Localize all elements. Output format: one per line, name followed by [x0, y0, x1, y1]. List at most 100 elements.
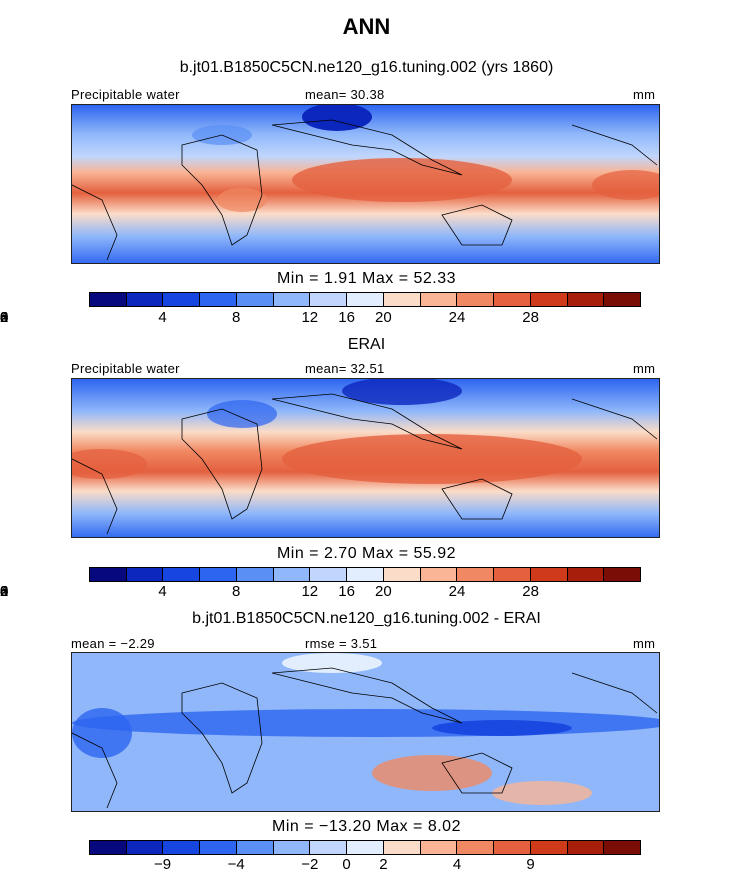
colorbar-swatch: [273, 841, 311, 854]
colorbar-swatch: [347, 293, 384, 306]
colorbar-tick-label: 44: [0, 309, 9, 326]
colorbar-swatch: [126, 568, 164, 581]
colorbar-tick-label: 8: [232, 309, 241, 326]
panel-2-mean-label: mean= 32.51: [305, 361, 385, 376]
colorbar-swatch: [530, 568, 568, 581]
colorbar-swatch: [494, 293, 531, 306]
colorbar-tick-label: 48: [0, 583, 9, 600]
colorbar-tick-label: 52: [0, 309, 9, 326]
colorbar-swatch: [90, 841, 127, 854]
panel-3-rmse-label: rmse = 3.51: [305, 636, 378, 651]
colorbar-swatch: [236, 841, 274, 854]
colorbar-swatch: [310, 841, 348, 854]
colorbar-tick-label: 36: [0, 309, 9, 326]
colorbar-swatch: [530, 293, 568, 306]
colorbar-tick-label: 24: [448, 583, 466, 600]
colorbar-swatch: [383, 841, 421, 854]
colorbar-tick-label: 60: [0, 583, 9, 600]
colorbar-tick-label: 48: [0, 309, 9, 326]
colorbar-tick-label: −2: [301, 856, 319, 873]
colorbar-swatch: [90, 568, 127, 581]
colorbar-tick-label: 4: [158, 309, 167, 326]
colorbar-swatch: [420, 293, 458, 306]
panel-1-mean-label: mean= 30.38: [305, 87, 385, 102]
colorbar-swatch: [604, 841, 641, 854]
colorbar-tick-label: −9: [154, 856, 172, 873]
panel-2-field-label: Precipitable water: [71, 361, 180, 376]
colorbar-swatch: [200, 841, 237, 854]
colorbar-swatch: [494, 568, 531, 581]
panel-1-units-label: mm: [633, 87, 656, 102]
colorbar-tick-label: 36: [0, 583, 9, 600]
panel-3-subtitle: b.jt01.B1850C5CN.ne120_g16.tuning.002 - …: [192, 610, 541, 627]
colorbar-swatch: [567, 293, 605, 306]
colorbar-swatch: [163, 568, 201, 581]
panel-1-map: [71, 104, 660, 264]
colorbar-swatch: [310, 568, 348, 581]
colorbar-tick-label: 28: [522, 309, 539, 326]
panel-2-minmax: Min = 2.70 Max = 55.92: [276, 545, 457, 562]
colorbar-swatch: [383, 568, 421, 581]
colorbar-swatch: [273, 568, 311, 581]
panel-3-map: [71, 652, 660, 812]
colorbar-tick-label: 12: [301, 583, 319, 600]
colorbar-tick-label: 56: [0, 583, 9, 600]
colorbar-swatch: [236, 568, 274, 581]
colorbar-tick-label: 56: [0, 309, 9, 326]
colorbar-swatch: [457, 293, 495, 306]
colorbar-swatch: [310, 293, 348, 306]
colorbar-tick-label: 52: [0, 583, 9, 600]
colorbar-tick-label: 44: [0, 583, 9, 600]
colorbar-tick-label: −4: [227, 856, 245, 873]
colorbar-tick-label: 20: [375, 309, 392, 326]
colorbar-tick-label: 0: [342, 856, 351, 873]
colorbar-swatch: [163, 841, 201, 854]
colorbar-tick-label: 12: [301, 309, 319, 326]
colorbar-swatch: [163, 293, 201, 306]
colorbar-tick-label: 9: [526, 856, 535, 873]
panel-2-colorbar: [89, 567, 641, 582]
colorbar-swatch: [383, 293, 421, 306]
colorbar-tick-label: 28: [522, 583, 539, 600]
colorbar-swatch: [494, 841, 531, 854]
colorbar-swatch: [604, 293, 641, 306]
colorbar-swatch: [200, 293, 237, 306]
colorbar-tick-label: 8: [232, 583, 241, 600]
colorbar-tick-label: 60: [0, 309, 9, 326]
colorbar-swatch: [273, 293, 311, 306]
colorbar-swatch: [604, 568, 641, 581]
colorbar-swatch: [347, 841, 384, 854]
colorbar-tick-label: 16: [338, 309, 355, 326]
colorbar-swatch: [457, 568, 495, 581]
colorbar-tick-label: 2: [379, 856, 388, 873]
colorbar-swatch: [126, 293, 164, 306]
panel-1-field-label: Precipitable water: [71, 87, 180, 102]
colorbar-tick-label: 4: [452, 856, 462, 873]
panel-3-mean-label: mean = −2.29: [71, 636, 155, 651]
colorbar-tick-label: 16: [338, 583, 355, 600]
panel-1-subtitle: b.jt01.B1850C5CN.ne120_g16.tuning.002 (y…: [179, 59, 554, 76]
colorbar-swatch: [90, 293, 127, 306]
colorbar-swatch: [530, 841, 568, 854]
panel-2-map: [71, 378, 660, 538]
colorbar-tick-label: 32: [0, 309, 9, 326]
colorbar-tick-label: 40: [0, 583, 9, 600]
panel-2-subtitle: ERAI: [347, 336, 386, 353]
colorbar-swatch: [457, 841, 495, 854]
colorbar-swatch: [126, 841, 164, 854]
colorbar-swatch: [420, 568, 458, 581]
colorbar-swatch: [567, 841, 605, 854]
colorbar-swatch: [347, 568, 384, 581]
panel-1-minmax: Min = 1.91 Max = 52.33: [276, 270, 457, 287]
colorbar-tick-label: 4: [158, 583, 167, 600]
panel-3-colorbar: [89, 840, 641, 855]
colorbar-swatch: [200, 568, 237, 581]
panel-3-units-label: mm: [633, 636, 656, 651]
panel-1-colorbar: [89, 292, 641, 307]
panel-3-minmax: Min = −13.20 Max = 8.02: [272, 818, 461, 835]
colorbar-swatch: [420, 841, 458, 854]
colorbar-tick-label: 24: [448, 309, 466, 326]
colorbar-tick-label: 32: [0, 583, 9, 600]
panel-2-units-label: mm: [633, 361, 656, 376]
colorbar-tick-label: 40: [0, 309, 9, 326]
